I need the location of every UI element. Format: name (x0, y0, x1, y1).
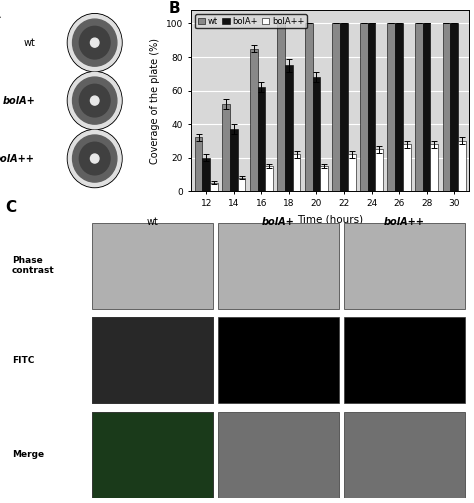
Circle shape (91, 154, 99, 163)
Text: Merge: Merge (12, 451, 44, 459)
FancyBboxPatch shape (92, 412, 213, 498)
Circle shape (73, 19, 117, 66)
FancyBboxPatch shape (218, 412, 339, 498)
Circle shape (67, 14, 122, 71)
Bar (443, 24, 450, 191)
Legend: wt, bolA+, bolA++: wt, bolA+, bolA++ (195, 14, 307, 28)
Circle shape (68, 72, 121, 129)
FancyBboxPatch shape (218, 317, 339, 403)
Bar (265, 166, 273, 191)
Bar (450, 24, 458, 191)
Bar (348, 154, 356, 191)
Circle shape (73, 135, 117, 182)
Bar (375, 149, 383, 191)
Text: A: A (0, 7, 1, 22)
Circle shape (91, 96, 99, 105)
Text: B: B (169, 1, 181, 16)
Text: Phase
contrast: Phase contrast (12, 256, 55, 276)
Bar (230, 129, 237, 191)
Circle shape (68, 130, 121, 187)
Bar (257, 87, 265, 191)
Text: bolA+: bolA+ (2, 96, 35, 106)
Text: bolA++: bolA++ (0, 153, 35, 163)
Bar (222, 104, 230, 191)
Circle shape (67, 71, 122, 130)
Bar (368, 24, 375, 191)
FancyBboxPatch shape (344, 223, 465, 309)
Bar (277, 24, 285, 191)
Bar (320, 166, 328, 191)
Circle shape (73, 77, 117, 124)
Bar (430, 144, 438, 191)
Bar (293, 154, 301, 191)
X-axis label: Time (hours): Time (hours) (297, 214, 363, 224)
Bar (312, 77, 320, 191)
Bar (332, 24, 340, 191)
Bar (458, 141, 465, 191)
Circle shape (67, 130, 122, 188)
Bar (195, 137, 202, 191)
FancyBboxPatch shape (344, 317, 465, 403)
Bar (305, 24, 312, 191)
Text: wt: wt (23, 38, 35, 48)
Bar (403, 144, 410, 191)
Bar (285, 65, 293, 191)
Bar (423, 24, 430, 191)
FancyBboxPatch shape (92, 317, 213, 403)
FancyBboxPatch shape (92, 412, 213, 498)
FancyBboxPatch shape (344, 412, 465, 498)
Bar (210, 183, 218, 191)
Y-axis label: Coverage of the plate (%): Coverage of the plate (%) (150, 38, 160, 163)
Text: bolA++: bolA++ (383, 217, 425, 227)
FancyBboxPatch shape (218, 223, 339, 309)
Text: bolA+: bolA+ (262, 217, 295, 227)
Bar (360, 24, 368, 191)
Circle shape (79, 85, 110, 117)
Bar (395, 24, 403, 191)
Text: C: C (5, 200, 16, 215)
Text: FITC: FITC (12, 356, 34, 365)
Circle shape (68, 15, 121, 71)
Circle shape (79, 26, 110, 59)
Bar (340, 24, 348, 191)
Bar (415, 24, 423, 191)
Circle shape (91, 38, 99, 47)
Bar (250, 49, 257, 191)
Bar (237, 178, 246, 191)
Circle shape (79, 142, 110, 175)
Text: wt: wt (147, 217, 159, 227)
Bar (202, 157, 210, 191)
Bar (387, 24, 395, 191)
FancyBboxPatch shape (92, 317, 213, 403)
FancyBboxPatch shape (92, 223, 213, 309)
